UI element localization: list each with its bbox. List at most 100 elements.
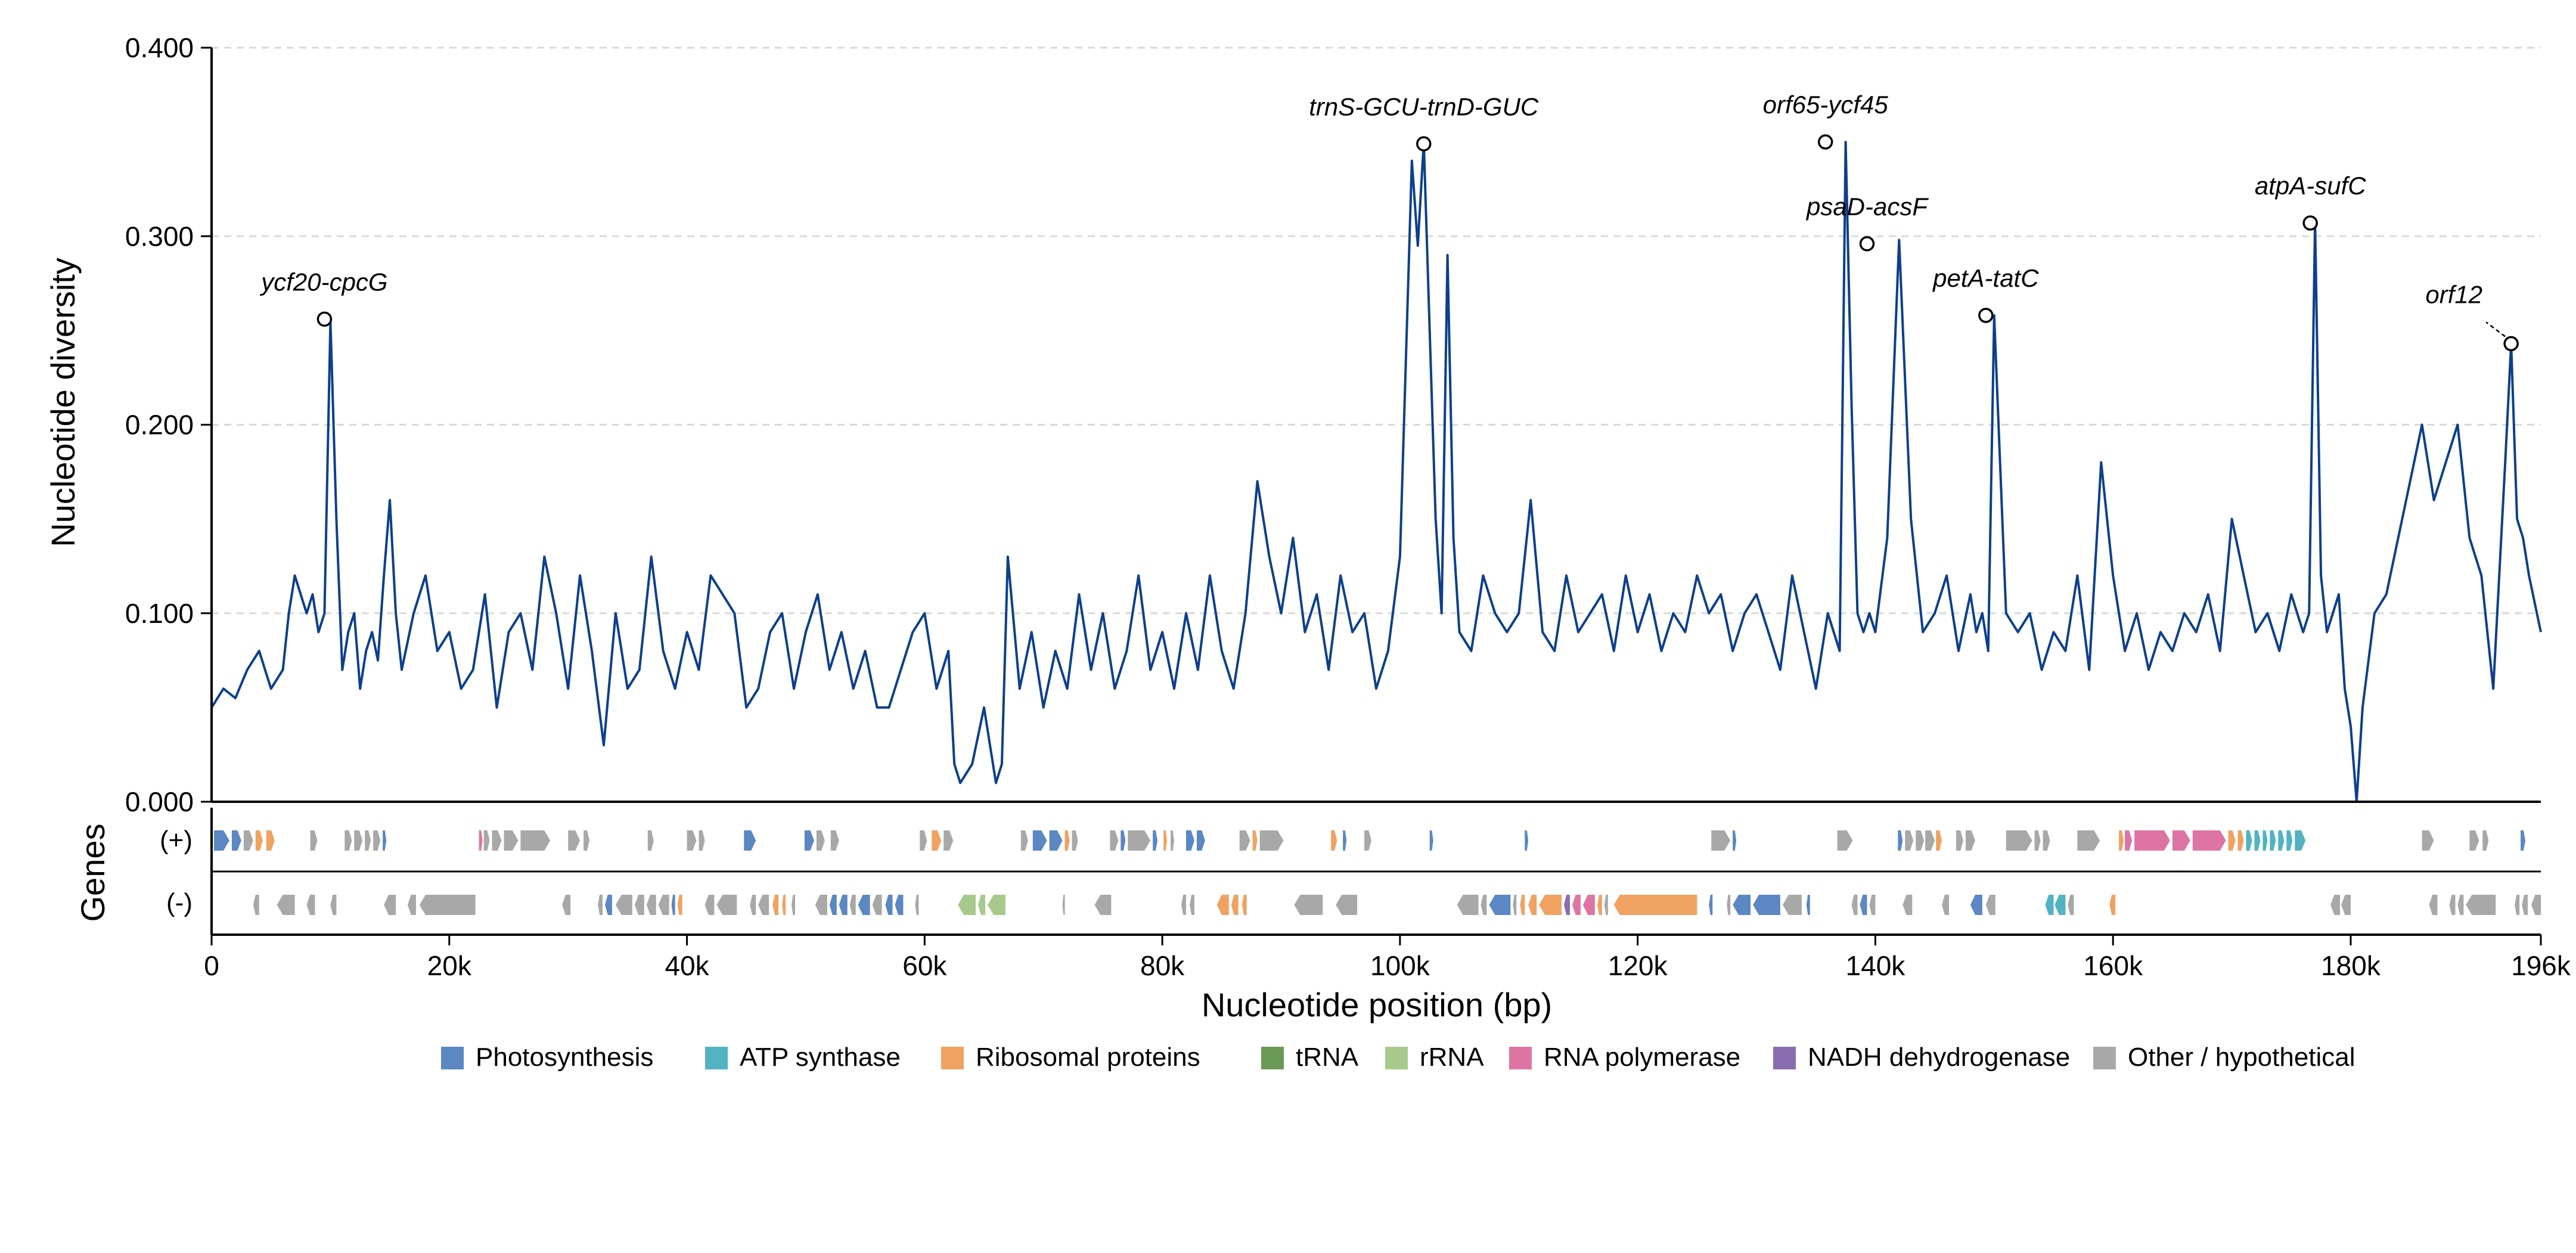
peak-label: atpA-sufC <box>2255 172 2366 200</box>
gene-plus-strand <box>920 830 927 851</box>
gene-plus-strand <box>266 830 275 851</box>
gene-plus-strand <box>568 830 581 851</box>
gene-minus-strand <box>1782 895 1802 915</box>
gene-minus-strand <box>330 895 337 915</box>
gene-plus-strand <box>1020 830 1028 851</box>
gene-minus-strand <box>615 895 632 915</box>
x-tick-label: 80k <box>1140 950 1185 981</box>
gene-plus-strand <box>1252 830 1258 851</box>
legend-swatch <box>941 1047 964 1069</box>
gene-plus-strand <box>932 830 942 851</box>
x-tick-label: 0 <box>204 950 219 981</box>
legend-label: Other / hypothetical <box>2128 1043 2355 1072</box>
gene-minus-strand <box>2522 895 2528 915</box>
gene-minus-strand <box>1753 895 1780 915</box>
peak-label: psaD-acsF <box>1805 193 1929 221</box>
gene-minus-strand <box>658 895 669 915</box>
gene-minus-strand <box>2109 895 2116 915</box>
gene-minus-strand <box>849 895 856 915</box>
gene-plus-strand <box>1925 830 1935 851</box>
gene-minus-strand <box>2045 895 2054 915</box>
gene-minus-strand <box>1733 895 1751 915</box>
peak-marker <box>2302 215 2318 231</box>
x-tick-label: 180k <box>2321 950 2381 981</box>
gene-plus-strand <box>1153 830 1158 851</box>
gene-plus-strand <box>2034 830 2041 851</box>
gene-minus-strand <box>1094 895 1112 915</box>
gene-minus-strand <box>1336 895 1358 915</box>
legend-swatch <box>1509 1047 1532 1069</box>
gene-minus-strand <box>1806 895 1810 915</box>
gene-minus-strand <box>2330 895 2341 915</box>
gene-plus-strand <box>2469 830 2479 851</box>
gene-minus-strand <box>1851 895 1858 915</box>
peak-label: ycf20-cpcG <box>259 268 387 296</box>
gene-plus-strand <box>1110 830 1119 851</box>
gene-minus-strand <box>782 895 786 915</box>
gene-plus-strand <box>2119 830 2124 851</box>
gene-plus-strand <box>1916 830 1925 851</box>
gene-plus-strand <box>1072 830 1078 851</box>
gene-minus-strand <box>716 895 737 915</box>
gene-minus-strand <box>1582 895 1595 915</box>
gene-plus-strand <box>2134 830 2170 851</box>
gene-plus-strand <box>2172 830 2190 851</box>
gene-minus-strand <box>2054 895 2066 915</box>
gene-plus-strand <box>492 830 502 851</box>
gene-minus-strand <box>2429 895 2438 915</box>
legend-label: tRNA <box>1296 1043 1359 1072</box>
gene-plus-strand <box>1343 830 1347 851</box>
legend-label: NADH dehydrogenase <box>1808 1043 2070 1072</box>
gene-minus-strand <box>646 895 656 915</box>
legend-label: rRNA <box>1420 1043 1484 1072</box>
gene-plus-strand <box>804 830 814 851</box>
gene-plus-strand <box>1128 830 1151 851</box>
gene-plus-strand <box>2228 830 2236 851</box>
gene-plus-strand <box>1121 830 1126 851</box>
legend-label: Photosynthesis <box>476 1043 653 1072</box>
gene-minus-strand <box>792 895 795 915</box>
gene-minus-strand <box>1613 895 1697 915</box>
peak-marker <box>2503 336 2519 352</box>
legend-swatch <box>2093 1047 2116 1069</box>
x-tick-label: 120k <box>1608 950 1668 981</box>
gene-minus-strand <box>2515 895 2520 915</box>
gene-minus-strand <box>253 895 259 915</box>
legend-label: Ribosomal proteins <box>976 1043 1200 1072</box>
gene-plus-strand <box>830 830 839 851</box>
gene-minus-strand <box>1489 895 1511 915</box>
gene-minus-strand <box>829 895 837 915</box>
y-tick-label: 0.100 <box>125 598 194 629</box>
gene-plus-strand <box>2295 830 2306 851</box>
gene-plus-strand <box>483 830 490 851</box>
gene-plus-strand <box>2125 830 2133 851</box>
gene-plus-strand <box>1429 830 1433 851</box>
gene-plus-strand <box>1905 830 1914 851</box>
gene-minus-strand <box>988 895 1005 915</box>
x-tick-label: 20k <box>427 950 472 981</box>
gene-plus-strand <box>1525 830 1529 851</box>
gene-minus-strand <box>1564 895 1571 915</box>
x-axis-title: Nucleotide position (bp) <box>1202 986 1552 1024</box>
strand-minus-label: (-) <box>166 888 193 917</box>
gene-minus-strand <box>562 895 571 915</box>
gene-minus-strand <box>978 895 986 915</box>
gene-plus-strand <box>479 830 483 851</box>
gene-plus-strand <box>2246 830 2252 851</box>
gene-plus-strand <box>231 830 241 851</box>
gene-plus-strand <box>687 830 697 851</box>
gene-minus-strand <box>1942 895 1950 915</box>
gene-minus-strand <box>1970 895 1982 915</box>
gene-plus-strand <box>255 830 263 851</box>
y-tick-label: 0.200 <box>125 410 194 441</box>
peak-annotations: ycf20-cpcG trnS-GCU-trnD-GUC orf65-ycf45 ps… <box>259 91 2519 352</box>
gene-plus-strand <box>243 830 253 851</box>
gene-plus-strand <box>647 830 654 851</box>
x-tick-label: 40k <box>665 950 709 981</box>
gene-plus-strand <box>1196 830 1205 851</box>
peak-marker <box>1817 134 1833 150</box>
gene-plus-strand <box>1032 830 1047 851</box>
gene-minus-strand <box>277 895 295 915</box>
peak-label: orf65-ycf45 <box>1763 91 1889 119</box>
gene-plus-strand <box>344 830 352 851</box>
